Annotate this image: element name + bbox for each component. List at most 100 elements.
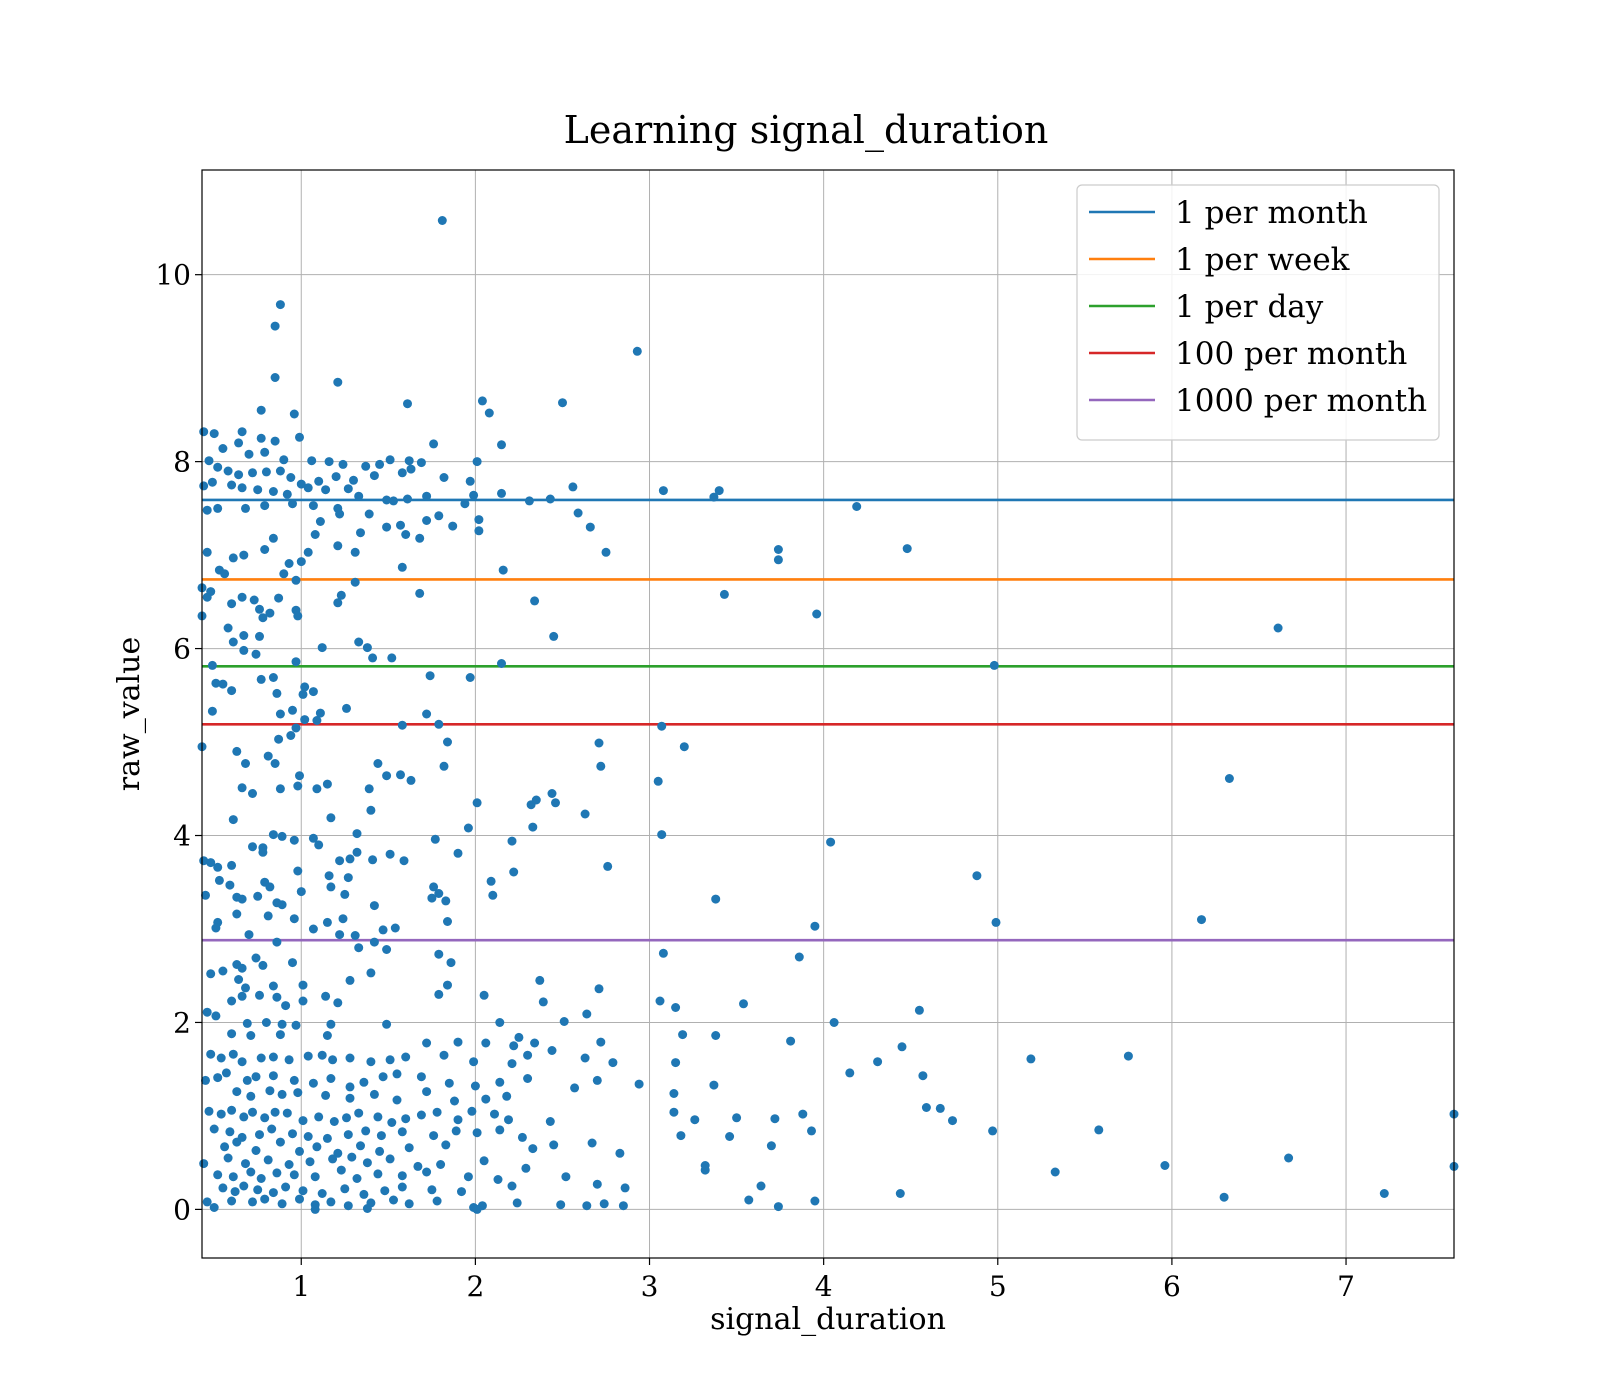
scatter-point	[249, 595, 259, 605]
scatter-point	[484, 408, 494, 418]
scatter-point	[369, 471, 379, 481]
scatter-point	[396, 770, 405, 780]
y-tick-label: 2	[173, 1006, 191, 1039]
scatter-point	[352, 1174, 362, 1183]
scatter-point	[382, 522, 392, 532]
scatter-point	[448, 521, 458, 531]
scatter-point	[935, 1103, 945, 1113]
scatter-point	[234, 438, 244, 448]
scatter-point	[509, 1041, 519, 1051]
scatter-point	[382, 771, 392, 781]
scatter-point	[291, 575, 301, 585]
scatter-point	[314, 476, 324, 486]
scatter-point	[725, 1132, 735, 1141]
scatter-point	[465, 476, 475, 486]
scatter-point	[333, 541, 343, 551]
scatter-point	[469, 490, 479, 500]
scatter-point	[415, 588, 425, 598]
scatter-point	[596, 1037, 606, 1047]
scatter-point	[852, 502, 862, 511]
scatter-point	[443, 917, 452, 926]
scatter-point	[237, 783, 247, 793]
scatter-point	[415, 533, 425, 543]
scatter-point	[293, 1088, 303, 1098]
scatter-point	[385, 1055, 395, 1065]
scatter-point	[794, 952, 804, 962]
scatter-point	[237, 592, 247, 602]
scatter-point	[268, 673, 278, 682]
scatter-point	[298, 1116, 308, 1126]
scatter-point	[570, 1083, 580, 1093]
scatter-point	[490, 1109, 499, 1119]
scatter-point	[561, 1172, 571, 1182]
scatter-point	[255, 1130, 264, 1140]
scatter-point	[756, 1181, 766, 1191]
scatter-point	[213, 1170, 223, 1180]
scatter-point	[596, 761, 606, 771]
scatter-point	[380, 1186, 390, 1196]
scatter-point	[679, 742, 689, 752]
scatter-point	[361, 1126, 371, 1136]
scatter-point	[296, 887, 306, 897]
scatter-point	[474, 515, 484, 525]
scatter-point	[267, 1124, 277, 1134]
scatter-point	[524, 496, 534, 506]
scatter-point	[580, 809, 590, 819]
scatter-point	[241, 759, 250, 768]
scatter-point	[268, 1052, 278, 1062]
scatter-point	[773, 555, 783, 565]
scatter-point	[535, 975, 545, 985]
scatter-point	[528, 1144, 538, 1154]
scatter-point	[345, 854, 355, 864]
scatter-point	[493, 1175, 503, 1184]
legend: 1 per month 1 per week 1 per day 100 per mo…	[1076, 184, 1440, 441]
scatter-point	[389, 496, 398, 506]
scatter-point	[260, 1113, 270, 1123]
legend-label: 1 per day	[1175, 289, 1324, 325]
scatter-point	[573, 508, 583, 518]
scatter-point	[295, 771, 304, 781]
x-tick-label: 7	[1337, 1270, 1355, 1303]
scatter-point	[201, 1075, 210, 1085]
scatter-point	[274, 734, 284, 744]
scatter-point	[308, 1078, 318, 1088]
scatter-point	[551, 798, 560, 808]
scatter-point	[354, 943, 364, 953]
scatter-point	[223, 623, 233, 633]
scatter-point	[228, 815, 238, 825]
scatter-point	[336, 590, 346, 600]
scatter-point	[246, 1031, 256, 1040]
scatter-point	[251, 953, 261, 963]
scatter-point	[201, 890, 210, 900]
scatter-point	[453, 848, 463, 858]
scatter-point	[286, 731, 296, 740]
scatter-point	[1050, 1167, 1060, 1177]
scatter-point	[321, 485, 331, 495]
scatter-point	[345, 975, 355, 985]
scatter-point	[350, 577, 360, 587]
scatter-point	[495, 1018, 505, 1027]
scatter-point	[281, 1182, 291, 1192]
scatter-point	[798, 1109, 808, 1119]
scatter-point	[467, 1106, 477, 1116]
scatter-point	[308, 833, 318, 843]
scatter-point	[507, 836, 517, 846]
scatter-point	[275, 784, 285, 794]
y-tick-label: 8	[173, 446, 191, 479]
scatter-point	[429, 439, 439, 449]
scatter-point	[369, 901, 379, 911]
scatter-point	[289, 835, 299, 845]
scatter-point	[265, 608, 275, 618]
scatter-point	[326, 1019, 336, 1029]
scatter-point	[256, 1053, 266, 1063]
scatter-point	[202, 1007, 212, 1017]
scatter-point	[239, 1112, 249, 1122]
scatter-point	[228, 1172, 238, 1182]
scatter-point	[453, 1115, 463, 1125]
scatter-point	[531, 795, 541, 805]
scatter-point	[658, 486, 668, 496]
scatter-point	[486, 876, 496, 886]
scatter-point	[437, 216, 447, 225]
scatter-point	[237, 483, 247, 493]
